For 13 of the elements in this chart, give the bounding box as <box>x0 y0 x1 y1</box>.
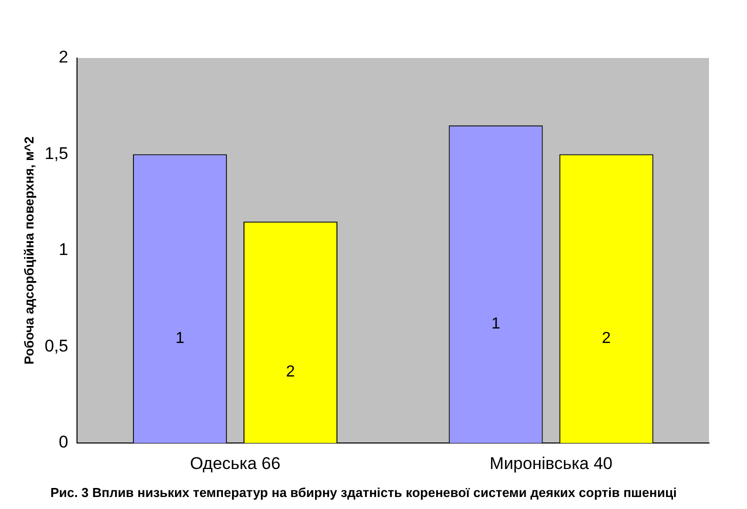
y-tick-label: 2 <box>58 48 68 67</box>
y-tick-label: 1,5 <box>44 144 68 163</box>
text: 2 <box>286 364 295 381</box>
y-tick-label: 1 <box>58 240 68 260</box>
series-label: 1 <box>491 316 500 333</box>
y-tick-label: 0 <box>58 432 68 452</box>
text: 1 <box>175 330 184 348</box>
y-tick-label: 0,5 <box>44 336 68 356</box>
y-axis-title: Робоча адсорбційна поверхня, м^2 <box>21 136 36 365</box>
x-tick-label: Одеська 66 <box>190 454 280 473</box>
text: Рис. 3 Вплив низьких температур на вбирну здатність кореневої системи деяких сортів пшениці <box>50 484 677 500</box>
series-label: 2 <box>602 330 611 348</box>
x-tick-label: Миронівська 40 <box>490 454 612 473</box>
